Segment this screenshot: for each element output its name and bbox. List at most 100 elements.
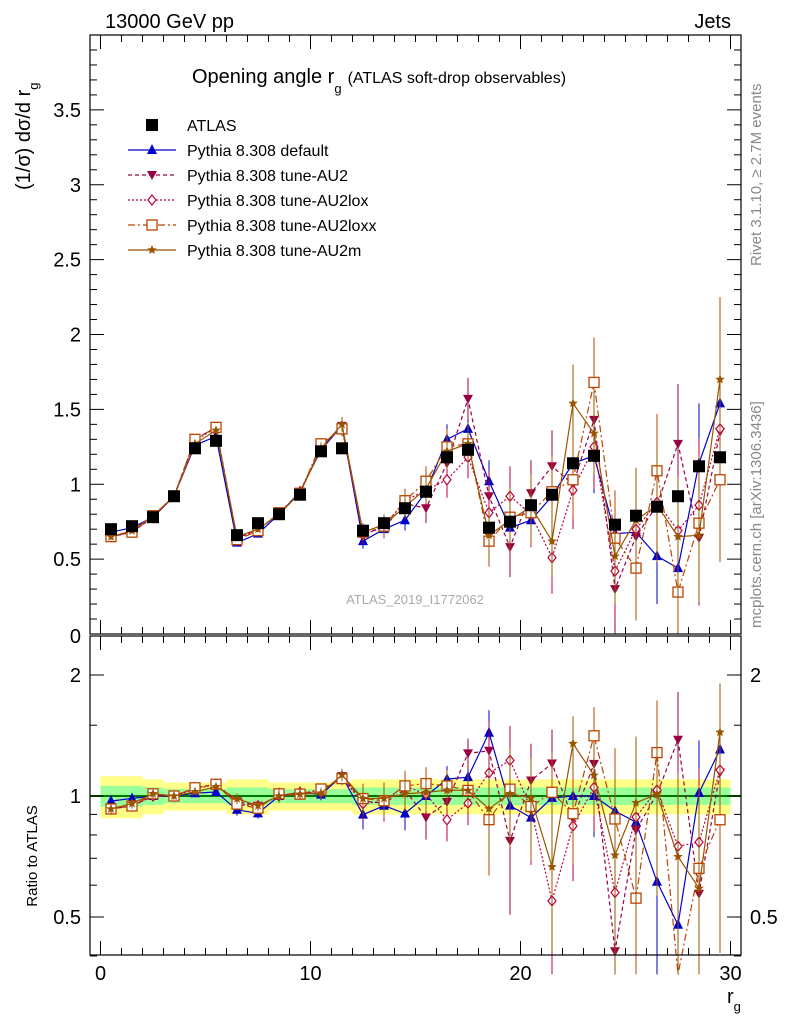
point-au2m — [694, 530, 704, 540]
ratio-point-au2m — [232, 793, 242, 803]
ratio-series-layer — [105, 683, 726, 975]
x-axis-label-text: r — [727, 986, 734, 1008]
y-tick-label-ratio-right: 2 — [750, 665, 761, 687]
chart-title-suffix: (ATLAS soft-drop observables) — [348, 70, 566, 87]
point-atlas — [630, 509, 642, 522]
point-au2m — [442, 446, 452, 456]
x-tick-label: 30 — [719, 963, 741, 985]
y-tick-label-main: 1 — [70, 474, 81, 496]
point-atlas — [294, 488, 306, 501]
ratio-point-au2m — [631, 797, 641, 807]
point-atlas — [378, 517, 390, 530]
main-frame — [89, 34, 742, 635]
ratio-point-au2m — [568, 738, 578, 748]
ratio-point-au2m — [463, 785, 473, 795]
ratio-point-au2m — [589, 770, 599, 780]
y-tick-label-main-zero: 0 — [70, 626, 81, 648]
ratio-series-au2loxx — [105, 700, 726, 975]
line-au2 — [110, 396, 721, 590]
line-au2loxx — [110, 382, 721, 593]
point-atlas — [567, 457, 579, 470]
point-atlas — [588, 449, 600, 462]
point-atlas — [105, 523, 117, 536]
line-au2m — [110, 379, 721, 558]
chart-title: Opening angle rg (ATLAS soft-drop observa… — [192, 66, 566, 96]
legend-label-au2m: Pythia 8.308 tune-AU2m — [187, 243, 361, 260]
point-atlas — [231, 529, 243, 542]
point-atlas — [693, 460, 705, 473]
ratio-line-au2m — [110, 732, 721, 890]
ratio-point-au2m — [337, 769, 347, 779]
point-atlas — [525, 499, 537, 512]
ratio-point-au2m — [358, 793, 368, 803]
ratio-point-au2m — [400, 788, 410, 798]
ratio-point-au2m — [148, 788, 158, 798]
point-au2m — [463, 438, 473, 448]
y-tick-label-main: 1.5 — [53, 399, 81, 421]
ratio-point-au2m — [421, 787, 431, 797]
point-atlas — [462, 443, 474, 456]
y-tick-label-main: 0.5 — [53, 549, 81, 571]
ratio-point-au2m — [295, 789, 305, 799]
ratio-point-default — [106, 795, 116, 806]
legend-label-au2loxx: Pythia 8.308 tune-AU2loxx — [187, 218, 376, 235]
point-au2m — [211, 425, 221, 435]
y-axis-label-main: (1/σ) dσ/d rg — [13, 83, 41, 191]
legend-label-default: Pythia 8.308 default — [187, 143, 329, 160]
point-atlas — [714, 451, 726, 464]
ratio-line-au2loxx — [110, 733, 721, 975]
ratio-point-au2m — [652, 789, 662, 798]
y-tick-label-main: 3 — [70, 175, 81, 197]
point-atlas — [273, 508, 285, 521]
ratio-point-au2loxx — [546, 786, 558, 798]
legend-marker-default — [147, 144, 157, 154]
legend-item-au2loxx: Pythia 8.308 tune-AU2loxx — [128, 218, 376, 235]
y-axis-label-main-sub: g — [26, 83, 41, 90]
ratio-point-au2m — [547, 861, 557, 871]
main-panel: 0.5 1 1.5 2 2.5 3 3.5 0 — [53, 34, 742, 648]
main-axis-ticks: 0.5 1 1.5 2 2.5 3 3.5 0 — [53, 35, 741, 648]
ratio-point-au2 — [421, 813, 431, 823]
legend-label-atlas: ATLAS — [187, 118, 237, 135]
point-au2 — [463, 394, 473, 404]
point-atlas — [168, 490, 180, 503]
y-tick-label-ratio: 1 — [70, 786, 81, 808]
ratio-point-au2lox — [442, 813, 452, 826]
point-atlas — [357, 524, 369, 537]
point-au2m — [715, 374, 725, 384]
y-axis-label-ratio: Ratio to ATLAS — [24, 805, 41, 906]
point-au2 — [673, 439, 683, 449]
ratio-point-au2m — [715, 727, 725, 737]
ratio-point-au2m — [610, 850, 620, 860]
ratio-point-au2m — [379, 793, 389, 803]
legend-marker-au2lox — [147, 194, 157, 206]
ratio-point-au2loxx — [588, 730, 600, 742]
point-default — [400, 514, 410, 525]
point-atlas — [483, 521, 495, 534]
point-au2m — [589, 428, 599, 438]
point-atlas — [504, 515, 516, 528]
point-au2loxx — [588, 376, 600, 389]
point-au2m — [484, 530, 494, 540]
point-atlas — [420, 485, 432, 498]
point-atlas — [651, 500, 663, 513]
legend-marker-au2loxx — [146, 219, 158, 231]
ratio-point-au2m — [442, 785, 452, 795]
series-au2loxx — [105, 337, 726, 634]
ratio-point-default — [211, 785, 221, 796]
ratio-line-default — [110, 731, 721, 927]
line-au2lox — [110, 426, 721, 574]
point-atlas — [210, 434, 222, 447]
legend-label-au2lox: Pythia 8.308 tune-AU2lox — [187, 193, 368, 210]
point-au2 — [421, 504, 431, 514]
rivet-version-label: Rivet 3.1.10, ≥ 2.7M events — [748, 84, 765, 267]
ratio-series-au2lox — [106, 711, 725, 975]
point-atlas — [252, 517, 264, 530]
ratio-point-au2m — [505, 788, 515, 798]
ratio-point-default — [400, 807, 410, 818]
ratio-panel: 0 10 20 30 0.5 1 2 0.5 2 — [53, 635, 778, 985]
ratio-point-au2m — [106, 803, 116, 813]
y-axis-label-main-text: (1/σ) dσ/d r — [13, 89, 35, 190]
x-tick-label: 0 — [95, 963, 106, 985]
point-atlas — [126, 520, 138, 533]
